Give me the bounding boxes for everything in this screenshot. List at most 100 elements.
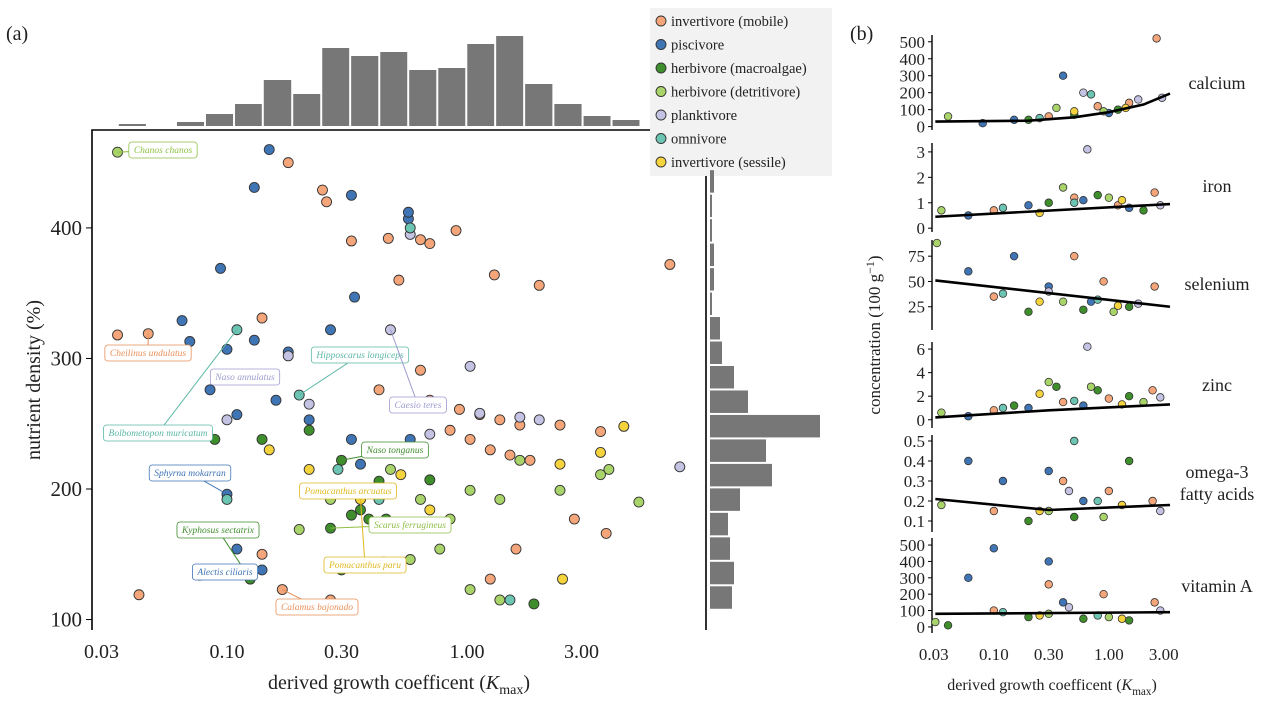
- point: [1118, 196, 1126, 204]
- point: [569, 514, 579, 524]
- point: [525, 455, 535, 465]
- histogram-bar: [235, 104, 262, 126]
- y-axis-label-sup: −1: [863, 261, 877, 274]
- point: [495, 595, 505, 605]
- annotation-text: Sphyrna mokarran: [154, 469, 226, 479]
- point: [1084, 343, 1092, 351]
- panel-row-label: iron: [1203, 176, 1232, 196]
- point: [1125, 617, 1133, 625]
- fit-line: [935, 404, 1170, 417]
- point: [990, 293, 998, 301]
- y-tick-label: 100: [51, 608, 83, 632]
- annotation: Alectis ciliaris: [192, 564, 257, 580]
- panel-row-label: zinc: [1202, 375, 1232, 395]
- point: [1100, 278, 1108, 286]
- point: [394, 275, 404, 285]
- point: [932, 618, 940, 626]
- x-tick-label: 0.03: [919, 645, 949, 664]
- y-tick-label: 0.3: [904, 472, 925, 491]
- point: [485, 574, 495, 584]
- point: [257, 313, 267, 323]
- x-tick-label: 1.00: [450, 641, 485, 663]
- point: [283, 351, 293, 361]
- y-tick-label: 2: [917, 168, 926, 187]
- histogram-bar: [496, 36, 523, 126]
- annotation: Sphyrna mokarran: [149, 465, 231, 494]
- histogram-bar: [351, 56, 378, 126]
- point: [465, 585, 475, 595]
- annotation-leader: [390, 330, 418, 405]
- point: [257, 549, 267, 559]
- histogram-bar: [710, 537, 730, 559]
- point: [304, 425, 314, 435]
- point: [415, 235, 425, 245]
- point: [1045, 581, 1053, 589]
- fit-line: [935, 612, 1170, 614]
- point: [232, 410, 242, 420]
- point: [999, 404, 1007, 412]
- legend-marker: [656, 87, 666, 97]
- point: [283, 158, 293, 168]
- panel-row-label: omega-3: [1186, 462, 1249, 482]
- panel-label: (a): [6, 23, 28, 45]
- legend-label: planktivore: [671, 108, 737, 124]
- point: [505, 450, 515, 460]
- histogram-bar: [264, 80, 291, 126]
- histogram-bar: [409, 70, 436, 126]
- point: [634, 497, 644, 507]
- x-tick-label: 0.30: [324, 641, 359, 663]
- point: [1100, 590, 1108, 598]
- point: [405, 223, 415, 233]
- point: [1070, 252, 1078, 260]
- y-tick-label: 0: [917, 411, 926, 430]
- point: [1125, 392, 1133, 400]
- y-tick-label: 1: [917, 194, 926, 213]
- x-axis-label: derived growth coefficent (Kmax): [947, 677, 1157, 697]
- y-axis-label-close: ): [865, 255, 884, 261]
- legend-marker: [656, 16, 666, 26]
- point: [385, 464, 395, 474]
- y-tick-label: 0.4: [904, 452, 926, 471]
- point: [990, 507, 998, 515]
- point: [534, 415, 544, 425]
- point: [257, 565, 267, 575]
- histogram-bar: [710, 390, 748, 412]
- x-axis-label-close: ): [523, 672, 530, 694]
- point: [205, 385, 215, 395]
- panel-row-label: calcium: [1189, 73, 1246, 93]
- point: [965, 268, 973, 276]
- point: [445, 425, 455, 435]
- point: [317, 185, 327, 195]
- x-axis-label-subscript: max: [1132, 686, 1152, 697]
- y-tick-label: 3: [917, 143, 926, 162]
- point: [403, 207, 413, 217]
- legend-label: herbivore (detritivore): [671, 85, 800, 101]
- point: [264, 445, 274, 455]
- point: [264, 145, 274, 155]
- point: [425, 505, 435, 515]
- annotation-text: Kyphosus sectatrix: [181, 526, 255, 536]
- point: [222, 415, 232, 425]
- point: [1080, 89, 1088, 97]
- point: [304, 399, 314, 409]
- point: [383, 233, 393, 243]
- point: [1045, 378, 1053, 386]
- x-axis-label-text: derived growth coefficent (: [268, 672, 486, 694]
- point: [675, 462, 685, 472]
- legend-marker: [656, 110, 666, 120]
- point: [304, 415, 314, 425]
- point: [990, 545, 998, 553]
- point: [515, 455, 525, 465]
- point: [1010, 402, 1018, 410]
- point: [1094, 497, 1102, 505]
- y-tick-label: 500: [900, 33, 926, 52]
- y-axis-label: concentration (100 g−1): [863, 255, 884, 414]
- point: [396, 470, 406, 480]
- y-tick-label: 25: [908, 298, 925, 317]
- point: [374, 385, 384, 395]
- histogram-bar: [710, 586, 732, 608]
- point: [346, 510, 356, 520]
- point: [1105, 194, 1113, 202]
- point: [1087, 91, 1095, 99]
